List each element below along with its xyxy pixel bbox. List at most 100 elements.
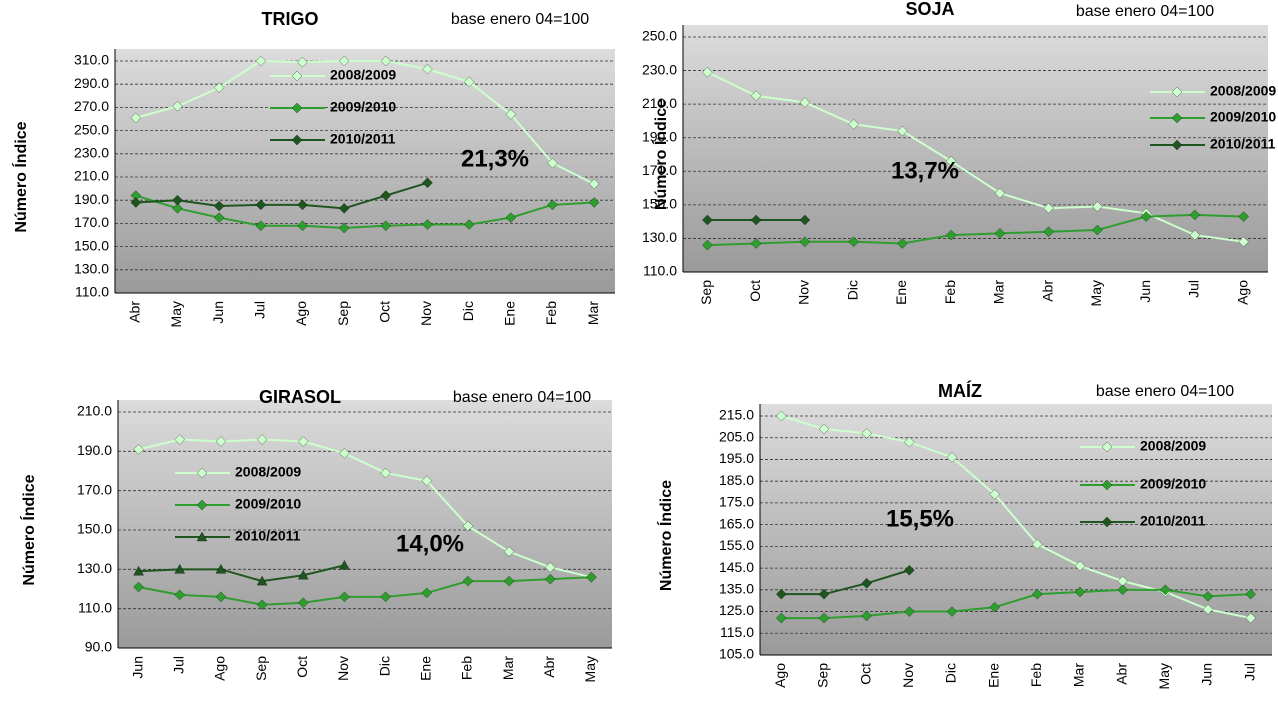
- chart-subtitle: base enero 04=100: [1076, 3, 1214, 20]
- data-point: [172, 101, 183, 112]
- y-tick-label: 210.0: [642, 95, 677, 111]
- data-point: [586, 571, 597, 583]
- y-axis-label: Número Índice: [19, 474, 38, 585]
- data-point: [904, 436, 915, 448]
- x-tick-label: Oct: [294, 656, 310, 678]
- y-tick-label: 110.0: [643, 263, 677, 279]
- data-point: [380, 220, 392, 231]
- x-tick-label: Nov: [796, 280, 812, 305]
- data-point: [297, 569, 309, 580]
- legend-label: 2009/2010: [1210, 109, 1276, 125]
- x-tick-label: Dic: [376, 656, 392, 676]
- data-point: [1160, 584, 1171, 596]
- chart-subtitle: base enero 04=100: [451, 11, 589, 28]
- data-point: [1140, 211, 1152, 222]
- data-point: [338, 55, 350, 67]
- y-tick-label: 165.0: [719, 515, 754, 531]
- y-axis-label: Número Índice: [11, 121, 30, 232]
- y-tick-label: 155.0: [719, 537, 754, 553]
- x-tick-label: Mar: [585, 301, 601, 325]
- x-tick-label: Ene: [417, 656, 433, 681]
- data-point: [776, 588, 787, 600]
- chart-title: SOJA: [905, 0, 954, 19]
- legend-label: 2008/2009: [1140, 438, 1206, 454]
- data-point: [1238, 236, 1249, 247]
- legend-marker: [1171, 112, 1183, 124]
- data-point: [1043, 203, 1054, 214]
- data-point: [989, 601, 1000, 613]
- data-point: [946, 452, 958, 463]
- y-tick-label: 290.0: [74, 75, 109, 91]
- data-point: [462, 575, 474, 587]
- data-point: [380, 467, 391, 479]
- data-point: [776, 612, 787, 624]
- y-tick-label: 210.0: [77, 403, 112, 419]
- y-tick-label: 195.0: [719, 450, 754, 466]
- data-point: [848, 119, 859, 130]
- x-tick-label: Feb: [1028, 663, 1044, 687]
- data-point: [861, 610, 872, 622]
- legend-marker: [1171, 86, 1183, 98]
- y-tick-label: 130.0: [74, 261, 109, 277]
- annotation: 14,0%: [396, 530, 464, 557]
- x-tick-label: Sep: [335, 301, 351, 326]
- x-tick-label: May: [1156, 663, 1172, 689]
- legend-label: 2010/2011: [1140, 513, 1206, 529]
- data-point: [256, 575, 268, 586]
- x-tick-label: May: [582, 656, 598, 682]
- data-point: [505, 109, 517, 120]
- plot-area: [118, 400, 612, 648]
- y-tick-label: 150.0: [74, 237, 109, 253]
- x-tick-label: Ene: [985, 663, 1001, 688]
- annotation: 15,5%: [886, 505, 954, 532]
- data-point: [904, 606, 915, 617]
- x-tick-label: Jul: [1186, 280, 1202, 298]
- plot-area: [115, 49, 615, 293]
- data-point: [462, 520, 474, 532]
- legend-marker: [1101, 516, 1113, 528]
- legend-label: 2010/2011: [1210, 136, 1276, 152]
- data-point: [422, 63, 433, 75]
- data-point: [1032, 588, 1043, 600]
- data-point: [799, 236, 811, 247]
- data-point: [380, 190, 392, 201]
- legend-label: 2009/2010: [330, 99, 396, 115]
- x-tick-label: Nov: [900, 663, 916, 688]
- series-line: [135, 194, 595, 230]
- chart-subtitle: base enero 04=100: [1096, 383, 1234, 400]
- y-tick-label: 190.0: [74, 191, 109, 207]
- series-line: [135, 59, 595, 185]
- data-point: [215, 564, 227, 574]
- legend-marker: [1101, 479, 1113, 491]
- data-point: [339, 591, 350, 603]
- x-tick-label: Jul: [252, 301, 268, 319]
- data-point: [904, 565, 915, 576]
- data-point: [174, 564, 186, 574]
- data-point: [1202, 604, 1214, 615]
- x-tick-label: Mar: [500, 656, 516, 680]
- data-point: [750, 214, 762, 226]
- y-tick-label: 110.0: [78, 599, 112, 615]
- data-point: [1043, 226, 1054, 237]
- data-point: [298, 597, 309, 608]
- series-line: [138, 564, 345, 583]
- data-point: [256, 599, 268, 610]
- chart-title: MAÍZ: [938, 380, 982, 401]
- data-point: [1092, 224, 1103, 236]
- x-tick-label: Ene: [893, 280, 909, 305]
- data-point: [897, 125, 908, 137]
- data-point: [213, 212, 225, 223]
- y-tick-label: 110.0: [75, 284, 109, 300]
- data-point: [818, 423, 830, 435]
- series-line: [707, 213, 1244, 247]
- legend-marker: [196, 531, 208, 542]
- x-tick-label: Oct: [377, 301, 393, 323]
- legend-label: 2008/2009: [330, 67, 396, 83]
- x-tick-label: Feb: [543, 301, 559, 325]
- data-point: [1245, 588, 1256, 600]
- data-point: [848, 236, 859, 247]
- legend-label: 2010/2011: [235, 528, 301, 544]
- data-point: [421, 475, 432, 487]
- x-tick-label: Ago: [212, 656, 228, 681]
- data-point: [1074, 560, 1086, 572]
